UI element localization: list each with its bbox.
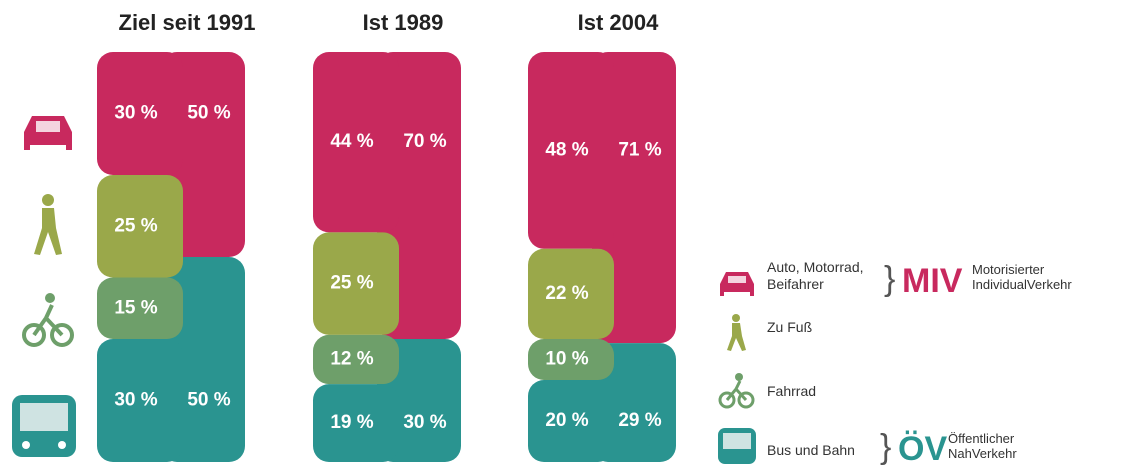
summary-label: 29 % bbox=[618, 410, 661, 431]
legend-walk-icon bbox=[727, 314, 746, 351]
summary-label: 30 % bbox=[403, 412, 446, 433]
legend-abbr: MIV bbox=[902, 262, 963, 300]
segment bbox=[528, 248, 614, 339]
segment-label: 15 % bbox=[114, 297, 157, 318]
walk-icon bbox=[34, 194, 62, 255]
segment-label: 48 % bbox=[545, 139, 588, 160]
summary-label: 50 % bbox=[187, 390, 230, 411]
segment bbox=[97, 339, 183, 462]
segment-label: 12 % bbox=[330, 349, 373, 370]
segment bbox=[313, 334, 399, 385]
segment bbox=[313, 384, 399, 462]
legend-label: Fahrrad bbox=[767, 383, 817, 399]
segment-label: 25 % bbox=[330, 273, 373, 294]
legend-car-icon bbox=[720, 272, 754, 296]
legend-desc: Motorisierter bbox=[972, 262, 1045, 277]
segment bbox=[97, 175, 183, 278]
legend-desc: IndividualVerkehr bbox=[972, 277, 1072, 292]
legend-label: Bus und Bahn bbox=[767, 442, 855, 458]
segment bbox=[528, 380, 614, 462]
segment bbox=[528, 339, 614, 380]
segment bbox=[528, 52, 614, 249]
legend-desc: NahVerkehr bbox=[948, 446, 1017, 461]
legend-bike-icon bbox=[718, 373, 755, 409]
bus-icon bbox=[12, 395, 76, 457]
segment-label: 19 % bbox=[330, 412, 373, 433]
group-title: Ist 2004 bbox=[578, 10, 659, 35]
brace: } bbox=[880, 428, 892, 466]
bike-icon bbox=[22, 293, 74, 347]
segment-label: 25 % bbox=[114, 215, 157, 236]
segment-label: 30 % bbox=[114, 390, 157, 411]
summary-label: 71 % bbox=[618, 139, 661, 160]
segment-label: 30 % bbox=[114, 103, 157, 124]
legend-label: Zu Fuß bbox=[767, 319, 813, 335]
legend-label: Auto, Motorrad, Beifahrer bbox=[767, 259, 864, 292]
brace: } bbox=[884, 260, 896, 298]
segment bbox=[313, 232, 399, 335]
legend-abbr: ÖV bbox=[898, 430, 948, 468]
segment bbox=[97, 52, 183, 175]
legend-bus-icon bbox=[718, 428, 756, 464]
legend-desc: Öffentlicher bbox=[948, 431, 1015, 446]
segment-label: 20 % bbox=[545, 410, 588, 431]
summary-label: 70 % bbox=[403, 131, 446, 152]
segment bbox=[97, 277, 183, 339]
segment-label: 22 % bbox=[545, 283, 588, 304]
segment-label: 10 % bbox=[545, 349, 588, 370]
car-icon bbox=[24, 116, 72, 150]
group-title: Ziel seit 1991 bbox=[119, 10, 256, 35]
summary-label: 50 % bbox=[187, 103, 230, 124]
group-title: Ist 1989 bbox=[363, 10, 444, 35]
segment-label: 44 % bbox=[330, 131, 373, 152]
segment bbox=[313, 52, 399, 233]
